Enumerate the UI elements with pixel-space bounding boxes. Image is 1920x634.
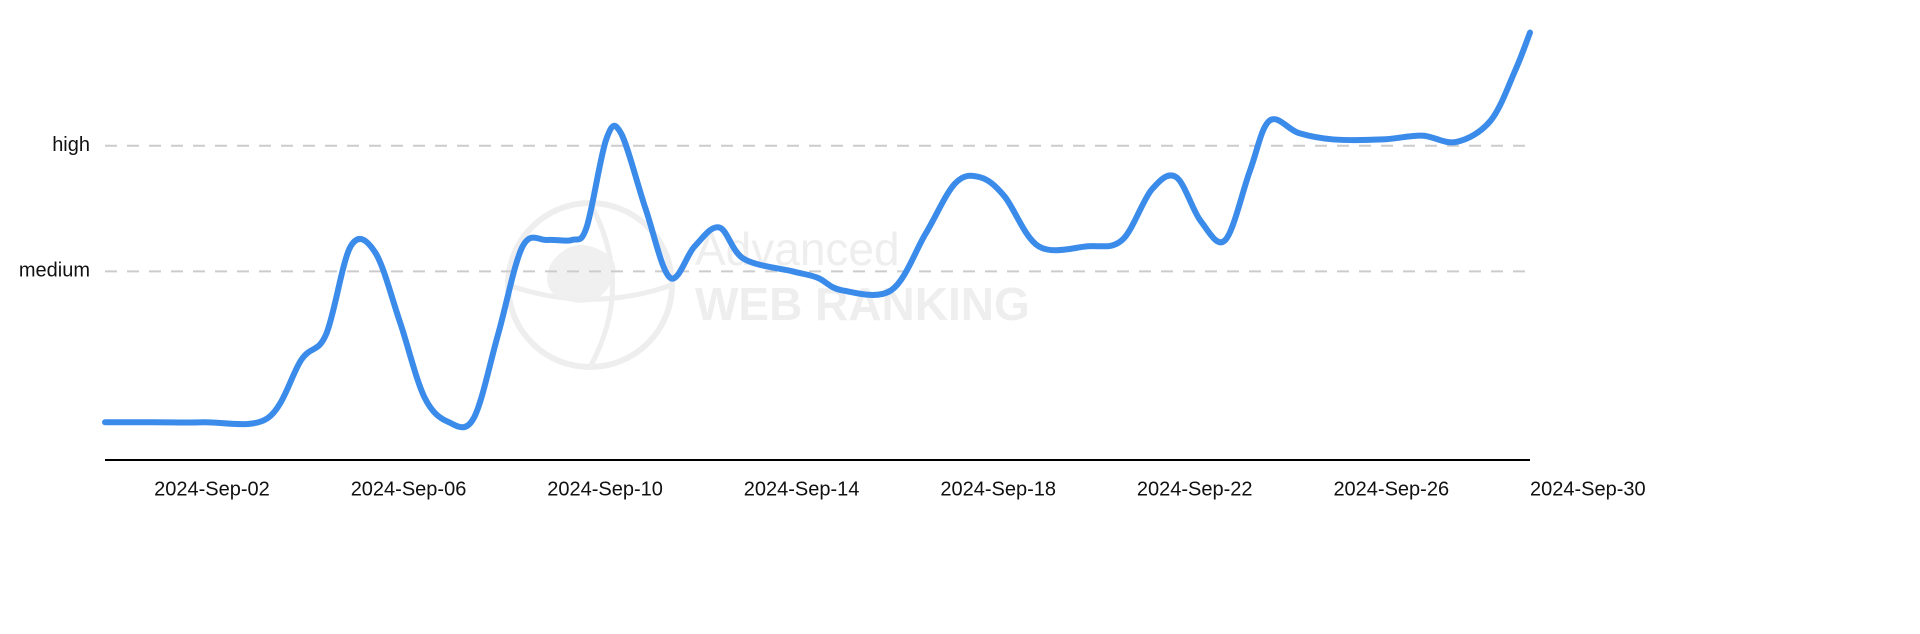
watermark-text-line2: WEB RANKING xyxy=(695,278,1030,330)
x-tick-label: 2024-Sep-22 xyxy=(1137,479,1253,501)
line-chart: AdvancedWEB RANKING mediumhigh 2024-Sep-… xyxy=(0,0,1920,634)
y-tick-label: high xyxy=(52,134,90,156)
x-tick-label: 2024-Sep-18 xyxy=(940,479,1056,501)
x-axis-labels: 2024-Sep-02 2024-Sep-06 2024-Sep-10 2024-Se… xyxy=(154,479,1646,501)
x-tick-label: 2024-Sep-10 xyxy=(547,479,663,501)
watermark-globe-land xyxy=(547,245,615,303)
x-tick-label: 2024-Sep-26 xyxy=(1333,479,1449,501)
y-axis-labels: medium high xyxy=(19,134,90,282)
y-tick-label: medium xyxy=(19,260,90,282)
x-tick-label: 2024-Sep-06 xyxy=(351,479,467,501)
x-tick-label: 2024-Sep-14 xyxy=(744,479,860,501)
x-tick-label: 2024-Sep-30 xyxy=(1530,479,1646,501)
chart-container: AdvancedWEB RANKING mediumhigh 2024-Sep-… xyxy=(0,0,1920,634)
x-tick-label: 2024-Sep-02 xyxy=(154,479,270,501)
